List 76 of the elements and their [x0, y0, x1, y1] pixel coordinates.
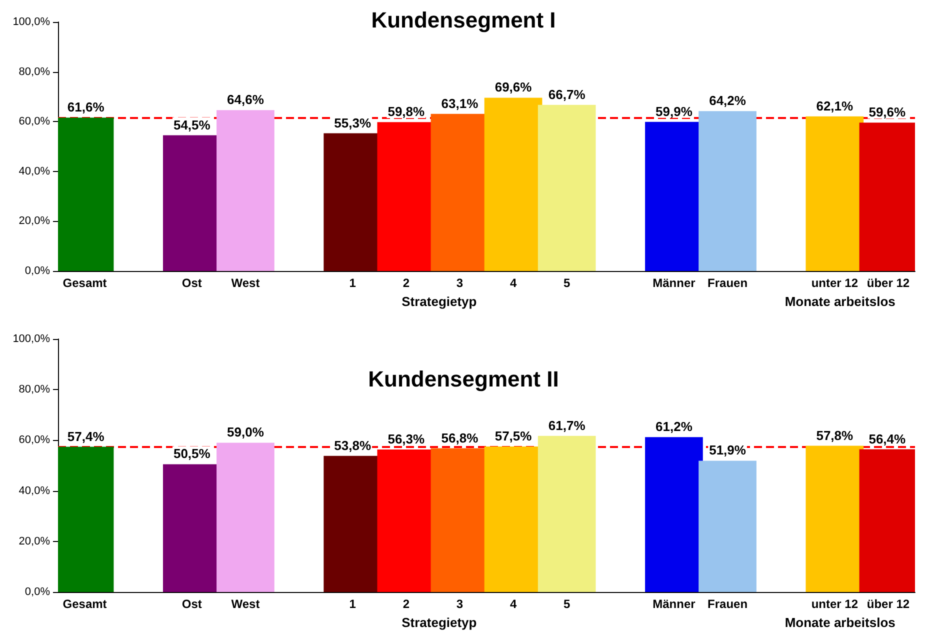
data-label: 59,9% [656, 104, 693, 119]
x-tick-label: Männer [652, 597, 696, 611]
text: Monate arbeitslos [784, 615, 896, 630]
x-tick-label: 3 [456, 597, 464, 611]
bar [645, 437, 703, 592]
x-tick-label: 4 [510, 597, 517, 611]
y-tick-label: 80,0% [18, 66, 50, 78]
x-tick-label: West [231, 276, 260, 290]
data-label: 57,5% [494, 428, 532, 444]
data-label: 61,7% [548, 418, 586, 433]
y-tick-label: 0,0% [24, 265, 50, 277]
data-label: 56,4% [868, 431, 906, 446]
data-label: 51,9% [709, 442, 746, 458]
x-tick-label: Frauen [708, 597, 748, 611]
x-tick-label: 3 [456, 276, 464, 290]
data-label: 64,2% [709, 93, 746, 108]
data-label: 61,2% [656, 419, 693, 434]
y-tick-label: 100,0% [12, 16, 50, 28]
x-tick-label: 5 [564, 597, 570, 611]
text: Strategietyp [402, 615, 477, 630]
x-tick-label: Frauen [708, 276, 748, 290]
x-tick-label: Gesamt [62, 276, 107, 290]
bar [698, 111, 756, 271]
x-tick-label: Männer [652, 276, 696, 290]
y-tick-label: 60,0% [18, 434, 50, 446]
bar [484, 98, 542, 271]
data-label: 69,6% [494, 80, 532, 95]
data-label: 59,8% [388, 104, 426, 120]
y-tick-label: 20,0% [18, 215, 50, 228]
data-label: 56,3% [388, 432, 426, 447]
y-tick-label: 60,0% [18, 116, 50, 128]
data-label: 57,8% [816, 428, 854, 443]
x-tick-label: unter 12 [811, 597, 858, 611]
bar [538, 436, 596, 592]
y-tick-label: 20,0% [18, 535, 50, 548]
data-label: 56,8% [441, 430, 479, 446]
data-label: 61,6% [67, 100, 105, 115]
data-label: 62,1% [816, 98, 854, 114]
bar [216, 110, 274, 271]
data-label: 63,1% [441, 96, 479, 111]
x-tick-label: über 12 [866, 597, 910, 611]
data-label: 53,8% [334, 438, 372, 453]
data-label: 64,6% [227, 92, 264, 108]
x-tick-label: Gesamt [62, 597, 107, 611]
bar [806, 446, 864, 592]
x-tick-label: Ost [182, 276, 202, 290]
y-tick-label: 40,0% [18, 165, 50, 178]
text: Strategietyp [402, 294, 477, 309]
data-label: 55,3% [334, 115, 372, 130]
text: Kundensegment II [368, 366, 559, 392]
x-tick-label: Ost [182, 597, 202, 611]
data-label: 59,0% [227, 424, 264, 440]
bar [538, 104, 596, 271]
y-tick-label: 80,0% [18, 384, 50, 396]
x-tick-label: 2 [402, 276, 410, 290]
data-label: 57,4% [67, 428, 105, 444]
y-tick-label: 0,0% [24, 586, 50, 598]
x-tick-label: 4 [510, 276, 517, 290]
data-label: 50,5% [173, 446, 211, 462]
x-tick-label: unter 12 [811, 276, 858, 290]
x-tick-label: West [231, 597, 260, 611]
x-tick-label: 1 [349, 276, 356, 290]
bar [216, 442, 274, 592]
text: Monate arbeitslos [784, 294, 896, 309]
y-tick-label: 100,0% [12, 333, 50, 345]
x-tick-label: 1 [349, 597, 356, 611]
x-tick-label: 2 [402, 597, 410, 611]
x-tick-label: über 12 [866, 276, 910, 290]
y-tick-label: 40,0% [18, 484, 50, 497]
x-tick-label: 5 [564, 276, 570, 290]
data-label: 59,6% [868, 104, 906, 120]
chart-title: Kundensegment I [371, 8, 556, 32]
bar [806, 116, 864, 271]
data-label: 66,7% [548, 86, 586, 102]
bar [698, 460, 756, 592]
data-label: 54,5% [173, 117, 211, 132]
